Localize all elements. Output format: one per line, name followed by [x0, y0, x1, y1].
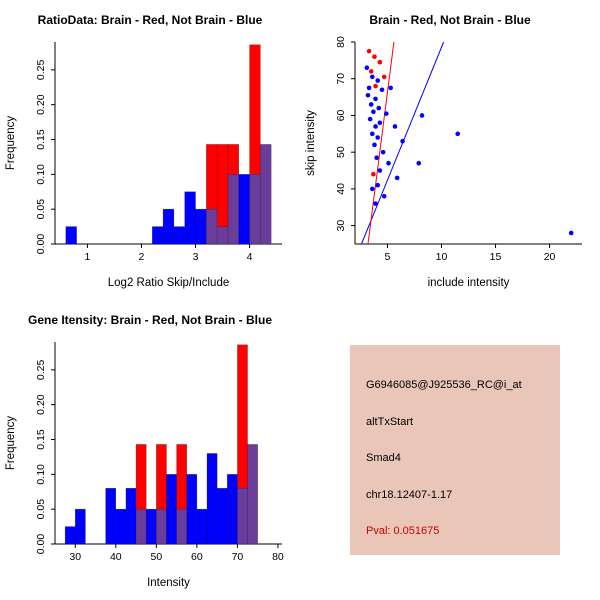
- genomic-location-text: chr18.12407-1.17: [366, 488, 453, 501]
- svg-text:15: 15: [490, 251, 502, 263]
- probe-id-text: G6946085@J925536_RC@i_at: [366, 379, 522, 391]
- svg-text:0.05: 0.05: [35, 499, 47, 520]
- event-type-text: altTxStart: [366, 415, 414, 428]
- svg-text:30: 30: [69, 551, 81, 563]
- ratio-histogram-title: RatioData: Brain - Red, Not Brain - Blue: [37, 13, 263, 27]
- gene-histogram-title: Gene Itensity: Brain - Red, Not Brain - …: [27, 313, 273, 327]
- svg-text:Frequency: Frequency: [5, 116, 17, 171]
- chart-canvas: 5 10 15 20 30 40 50 60 70 80 include intensity skip…: [305, 36, 582, 289]
- svg-text:10: 10: [436, 251, 448, 263]
- svg-text:60: 60: [335, 109, 347, 121]
- svg-text:70: 70: [232, 551, 244, 563]
- ratio-histogram-chart: 1 2 3 4 0.00 0.05 0.10 0.15 0.20 0.25 Log2 Ratio S…: [0, 0, 300, 300]
- scatter-title: Brain - Red, Not Brain - Blue: [369, 13, 531, 27]
- svg-text:0.20: 0.20: [35, 394, 47, 415]
- gene-histogram-chart: 30 40 50 60 70 80 0.00 0.05 0.10 0.15 0.20 0.25 Inte…: [0, 300, 300, 600]
- svg-text:0.10: 0.10: [35, 464, 47, 485]
- svg-text:0.15: 0.15: [35, 129, 47, 150]
- svg-text:4: 4: [247, 251, 253, 263]
- svg-text:1: 1: [85, 251, 91, 263]
- svg-text:0.05: 0.05: [35, 199, 47, 220]
- svg-text:80: 80: [272, 551, 284, 563]
- svg-text:0.00: 0.00: [35, 234, 47, 255]
- svg-text:3: 3: [193, 251, 199, 263]
- svg-text:40: 40: [335, 183, 347, 195]
- svg-text:0.25: 0.25: [35, 59, 47, 80]
- svg-text:40: 40: [110, 551, 122, 563]
- svg-text:Frequency: Frequency: [5, 416, 17, 471]
- panel-gene-intensity-histogram: Gene Itensity: Brain - Red, Not Brain - …: [0, 300, 300, 600]
- svg-text:Log2 Ratio Skip/Include: Log2 Ratio Skip/Include: [108, 277, 229, 289]
- svg-text:80: 80: [335, 36, 347, 48]
- panel-ratio-histogram: RatioData: Brain - Red, Not Brain - Blue…: [0, 0, 300, 300]
- svg-text:60: 60: [191, 551, 203, 563]
- panel-intensity-scatter: Brain - Red, Not Brain - Blue 5 10 15 20 30 4…: [300, 0, 600, 300]
- scatter-chart: 5 10 15 20 30 40 50 60 70 80 include intensity skip…: [300, 0, 600, 300]
- svg-text:0.10: 0.10: [35, 164, 47, 185]
- chart-canvas: 30 40 50 60 70 80 0.00 0.05 0.10 0.15 0.20 0.25 Inte…: [5, 342, 284, 589]
- pval-text: Pval: 0.051675: [366, 525, 440, 537]
- info-panel: G6946085@J925536_RC@i_at altTxStart Smad…: [350, 345, 560, 555]
- svg-text:2: 2: [139, 251, 145, 263]
- svg-text:0.20: 0.20: [35, 94, 47, 115]
- svg-text:50: 50: [150, 551, 162, 563]
- chart-canvas: 1 2 3 4 0.00 0.05 0.10 0.15 0.20 0.25 Log2 Ratio S…: [5, 42, 282, 289]
- svg-text:0.15: 0.15: [35, 429, 47, 450]
- svg-text:20: 20: [544, 251, 556, 263]
- svg-text:5: 5: [385, 251, 391, 263]
- svg-text:include intensity: include intensity: [428, 277, 510, 289]
- svg-text:50: 50: [335, 146, 347, 158]
- svg-text:0.25: 0.25: [35, 359, 47, 380]
- svg-text:skip intensity: skip intensity: [305, 110, 317, 176]
- svg-text:30: 30: [335, 220, 347, 232]
- svg-text:0.00: 0.00: [35, 534, 47, 555]
- svg-text:70: 70: [335, 73, 347, 85]
- svg-text:Intensity: Intensity: [147, 577, 190, 589]
- gene-name-text: Smad4: [366, 452, 401, 464]
